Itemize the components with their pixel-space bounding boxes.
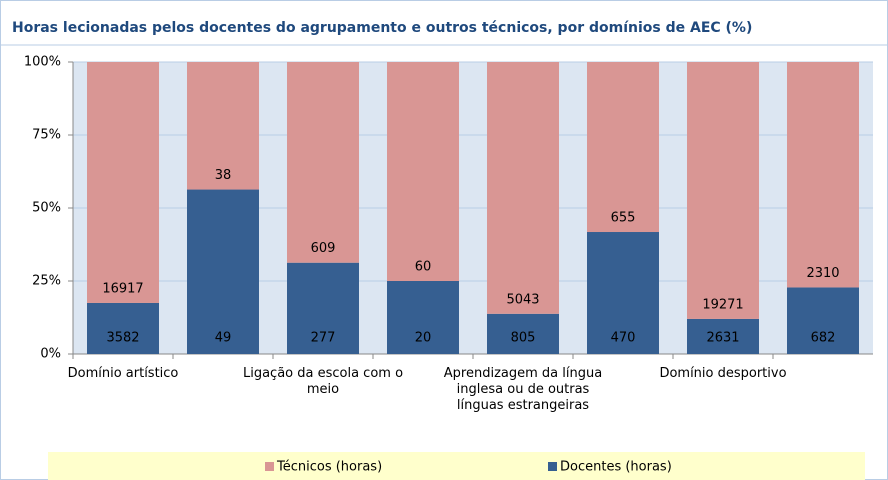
legend-swatch bbox=[548, 462, 557, 471]
bar-segment bbox=[587, 62, 659, 233]
bar-segment bbox=[687, 62, 759, 319]
data-label: 682 bbox=[811, 331, 836, 346]
bar-segment bbox=[87, 302, 159, 354]
legend-swatch bbox=[265, 462, 274, 471]
bar-segment bbox=[487, 62, 559, 314]
data-label: 19271 bbox=[702, 297, 743, 312]
y-tick-label: 50% bbox=[32, 201, 61, 216]
data-label: 805 bbox=[511, 331, 536, 346]
x-tick-label: Domínio desportivo bbox=[659, 366, 787, 381]
legend-label: Técnicos (horas) bbox=[276, 460, 382, 475]
data-label: 3582 bbox=[106, 331, 139, 346]
bar-segment bbox=[787, 62, 859, 288]
data-label: 655 bbox=[611, 211, 636, 226]
chart-title: Horas lecionadas pelos docentes do agrup… bbox=[12, 20, 752, 36]
bar-segment bbox=[787, 287, 859, 354]
bar-segment bbox=[387, 281, 459, 354]
x-tick-label: Ligação da escola com o meio bbox=[242, 366, 404, 397]
legend-label: Docentes (horas) bbox=[560, 460, 672, 475]
data-label: 609 bbox=[311, 241, 336, 256]
data-label: 470 bbox=[611, 331, 636, 346]
bar-segment bbox=[287, 62, 359, 263]
data-label: 277 bbox=[311, 331, 336, 346]
bar-segment bbox=[187, 62, 259, 190]
data-label: 49 bbox=[215, 331, 232, 346]
y-tick-label: 25% bbox=[32, 274, 61, 289]
data-label: 2631 bbox=[706, 331, 739, 346]
data-label: 16917 bbox=[102, 281, 143, 296]
bar-segment bbox=[487, 313, 559, 354]
y-tick-label: 0% bbox=[40, 347, 61, 362]
y-tick-label: 100% bbox=[24, 55, 61, 70]
data-label: 60 bbox=[415, 260, 432, 275]
x-tick-label: Aprendizagem da língua inglesa ou de out… bbox=[443, 366, 603, 413]
x-tick-label: Domínio artístico bbox=[67, 366, 179, 381]
bar-segment bbox=[187, 189, 259, 354]
bar-segment bbox=[587, 232, 659, 354]
data-label: 5043 bbox=[506, 292, 539, 307]
bar-segment bbox=[87, 62, 159, 303]
bar-segment bbox=[387, 62, 459, 281]
bar-segment bbox=[287, 262, 359, 354]
bar-segment bbox=[687, 318, 759, 354]
data-label: 2310 bbox=[806, 266, 839, 281]
data-label: 38 bbox=[215, 168, 232, 183]
legend-box bbox=[48, 452, 865, 480]
data-label: 20 bbox=[415, 331, 432, 346]
y-tick-label: 75% bbox=[32, 128, 61, 143]
